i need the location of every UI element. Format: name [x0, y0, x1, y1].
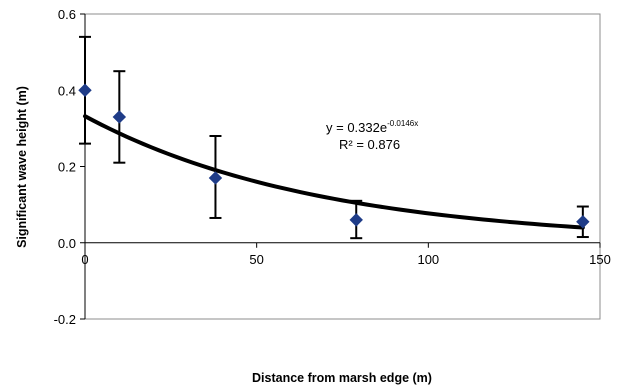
r-squared-label: R² = 0.876	[339, 137, 400, 152]
equation-exponent: -0.0146x	[387, 119, 418, 128]
data-point	[208, 171, 223, 185]
trendline-equation: y = 0.332e-0.0146x	[326, 119, 418, 135]
data-point	[349, 213, 363, 227]
equation-main: y = 0.332e	[326, 120, 387, 135]
trendline	[83, 114, 585, 230]
data-point	[576, 215, 590, 229]
x-tick-label: 100	[417, 252, 439, 267]
y-tick-label: -0.2	[54, 312, 76, 327]
data-point	[78, 83, 92, 97]
y-axis-title: Significant wave height (m)	[15, 86, 29, 248]
data-point	[112, 110, 127, 124]
plot-area	[84, 13, 601, 320]
x-tick-label: 0	[81, 252, 88, 267]
y-tick-label: 0.6	[58, 7, 76, 22]
x-axis-title: Distance from marsh edge (m)	[252, 371, 432, 385]
x-tick-label: 50	[249, 252, 263, 267]
y-tick-label: 0.0	[58, 236, 76, 251]
y-tick-label: 0.2	[58, 160, 76, 175]
x-tick-label: 150	[589, 252, 611, 267]
y-tick-label: 0.4	[58, 83, 76, 98]
